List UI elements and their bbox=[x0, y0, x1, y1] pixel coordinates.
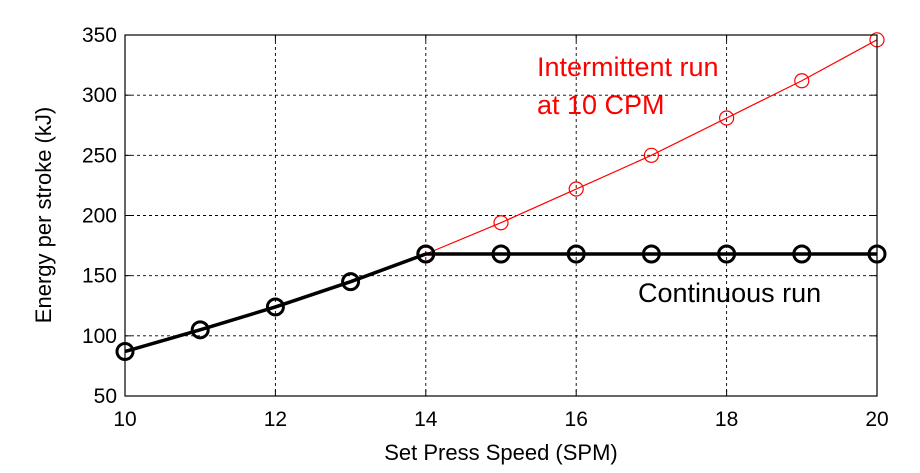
intermittent-run-point bbox=[568, 181, 584, 197]
continuous-run-line bbox=[124, 252, 877, 354]
y-tick-label: 50 bbox=[94, 385, 117, 408]
continuous-run-point bbox=[717, 244, 737, 264]
x-tick-labels: 10 12 14 16 18 20 bbox=[113, 408, 888, 431]
continuous-run-point bbox=[341, 272, 361, 292]
y-tick-label: 250 bbox=[82, 144, 117, 167]
intermittent-run-point bbox=[794, 73, 810, 89]
x-tick-label: 18 bbox=[715, 408, 738, 431]
x-tick-label: 12 bbox=[264, 408, 287, 431]
intermittent-run-point bbox=[493, 215, 509, 231]
annotation-intermittent-line2: at 10 CPM bbox=[537, 90, 665, 120]
axis-ticks bbox=[124, 34, 878, 397]
intermittent-run-point bbox=[718, 110, 735, 126]
x-tick-label: 20 bbox=[865, 408, 888, 431]
annotation-intermittent-line1: Intermittent run bbox=[537, 52, 719, 82]
continuous-run-point bbox=[491, 244, 511, 264]
y-tick-labels: 50 100 150 200 250 300 350 bbox=[82, 24, 117, 408]
x-axis-label: Set Press Speed (SPM) bbox=[384, 440, 618, 465]
x-tick-label: 10 bbox=[113, 408, 136, 431]
grid-lines bbox=[125, 35, 877, 396]
continuous-run-point bbox=[566, 244, 586, 264]
y-axis-label: Energy per stroke (kJ) bbox=[31, 107, 56, 323]
x-tick-label: 14 bbox=[414, 408, 438, 431]
continuous-run-point bbox=[190, 320, 210, 340]
continuous-run-point bbox=[792, 244, 812, 264]
y-tick-label: 350 bbox=[82, 24, 117, 47]
y-tick-label: 300 bbox=[82, 84, 117, 107]
y-tick-label: 200 bbox=[82, 205, 117, 228]
plot-frame bbox=[124, 34, 878, 397]
y-tick-label: 150 bbox=[82, 265, 117, 288]
y-tick-label: 100 bbox=[82, 325, 117, 348]
intermittent-run-line bbox=[425, 39, 878, 255]
continuous-run-point bbox=[416, 244, 436, 264]
continuous-run-point bbox=[265, 297, 285, 317]
continuous-run-point bbox=[641, 244, 661, 264]
annotation-continuous: Continuous run bbox=[638, 278, 821, 308]
x-tick-label: 16 bbox=[565, 408, 588, 431]
intermittent-run-point bbox=[643, 147, 660, 163]
